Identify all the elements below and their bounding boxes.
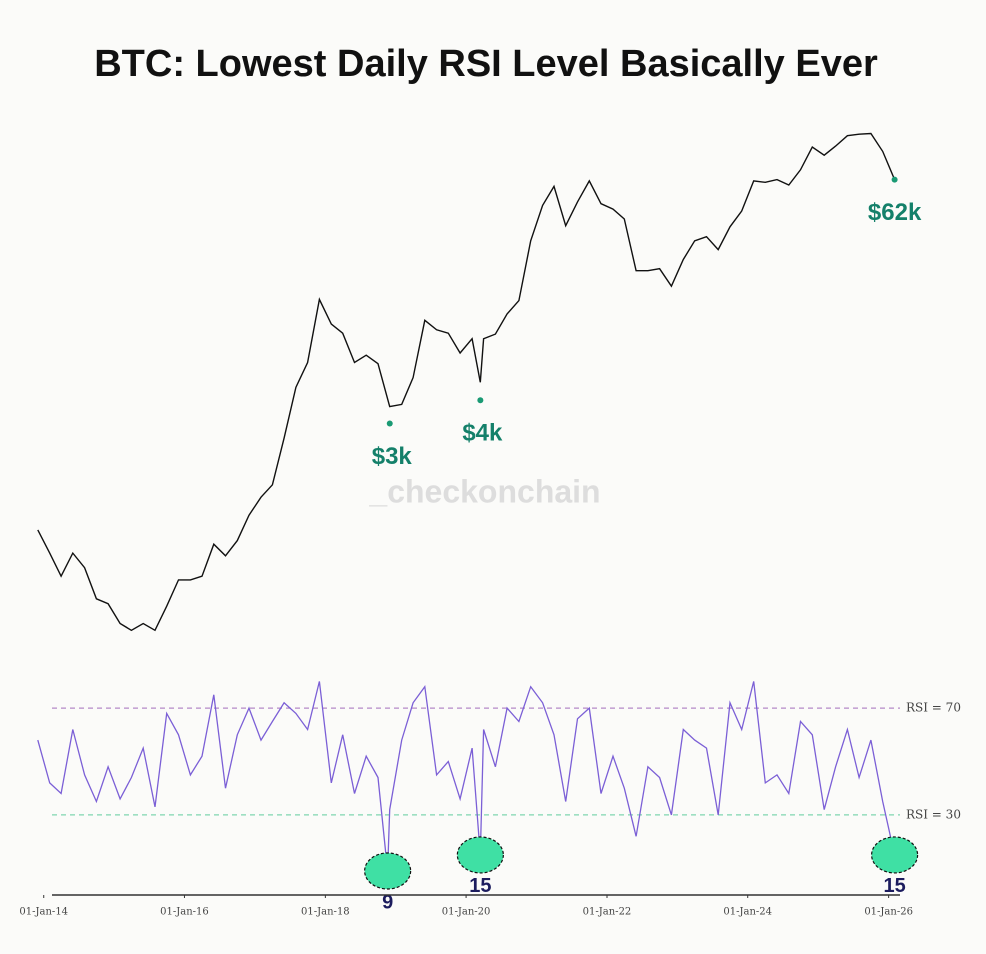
- annotation-label: $4k: [462, 420, 503, 447]
- x-tick-label: 01-Jan-18: [301, 907, 350, 918]
- data-line: [37, 681, 896, 872]
- reference-label: RSI = 70: [906, 701, 961, 715]
- x-tick-label: 01-Jan-16: [160, 907, 209, 918]
- reference-label: RSI = 30: [906, 807, 961, 821]
- chart-title: BTC: Lowest Daily RSI Level Basically Ev…: [94, 43, 878, 85]
- annotation-label: $62k: [868, 199, 922, 226]
- annotation-label: $3k: [372, 443, 413, 470]
- x-tick-label: 01-Jan-20: [442, 907, 491, 918]
- x-tick-label: 01-Jan-22: [583, 907, 632, 918]
- watermark: _checkonchain: [368, 473, 600, 509]
- annotation-label: 9: [382, 891, 393, 913]
- annotation-point: [477, 397, 484, 404]
- annotation-circle: [456, 836, 504, 874]
- data-line: [37, 132, 896, 632]
- x-tick-label: 01-Jan-24: [723, 907, 772, 918]
- annotation-point: [891, 176, 898, 183]
- annotation-label: 15: [883, 875, 905, 897]
- annotation-label: 15: [469, 875, 491, 897]
- x-tick-label: 01-Jan-26: [864, 907, 913, 918]
- x-tick-label: 01-Jan-14: [19, 907, 68, 918]
- annotation-circle: [364, 852, 412, 890]
- annotation-point: [386, 420, 393, 427]
- annotation-circle: [871, 836, 919, 874]
